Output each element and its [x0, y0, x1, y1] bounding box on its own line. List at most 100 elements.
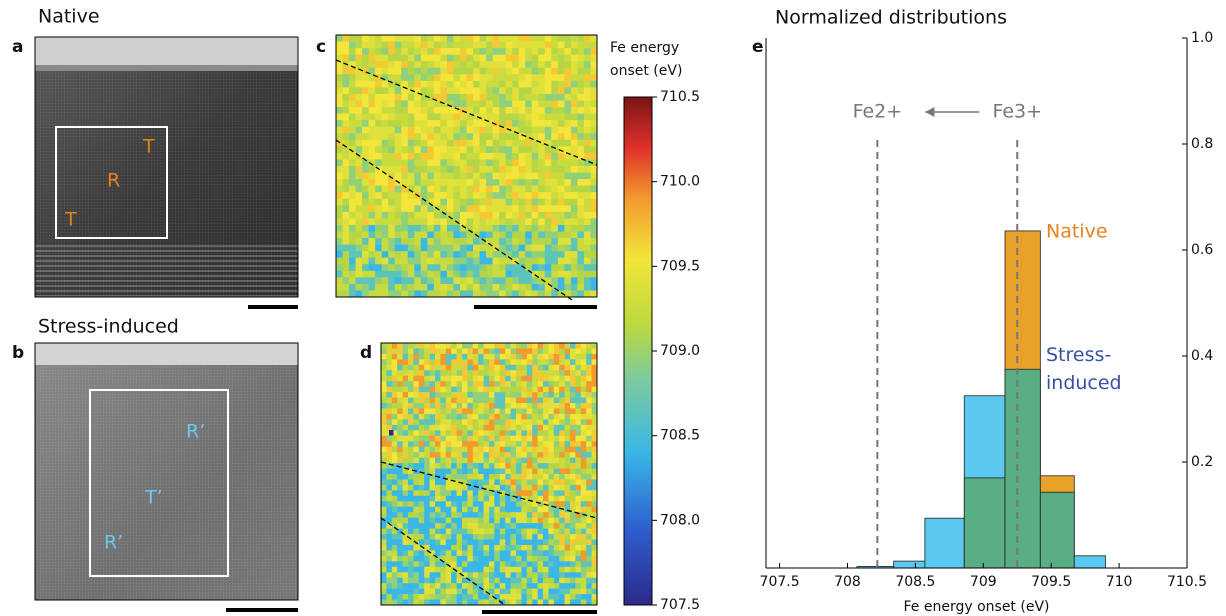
map-cell — [483, 572, 490, 579]
x-tick-label: 708 — [834, 574, 861, 590]
map-cell — [466, 54, 474, 62]
map-cell — [538, 251, 546, 258]
map-cell — [510, 392, 517, 398]
map-cell — [424, 441, 430, 448]
map-cell — [418, 413, 425, 420]
map-cell — [456, 353, 463, 360]
map-cell — [564, 506, 571, 513]
map-cell — [521, 479, 528, 486]
map-cell — [543, 517, 549, 524]
map-cell — [342, 277, 350, 285]
map-cell — [433, 93, 441, 101]
map-cell — [543, 381, 549, 387]
map-cell — [551, 74, 559, 82]
map-cell — [413, 506, 420, 513]
map-cell — [521, 506, 528, 513]
map-cell — [446, 166, 454, 173]
map-cell — [435, 457, 441, 464]
map-cell — [532, 413, 538, 420]
map-cell — [479, 257, 487, 265]
map-cell — [525, 120, 533, 127]
map-cell — [445, 403, 452, 409]
map-cell — [381, 463, 387, 469]
map-cell — [543, 457, 549, 464]
map-cell — [462, 386, 468, 393]
map-cell — [388, 270, 396, 278]
map-cell — [420, 126, 428, 134]
map-cell — [435, 386, 441, 393]
map-cell — [512, 133, 519, 141]
map-cell — [557, 93, 565, 101]
map-cell — [473, 87, 480, 95]
map-cell — [402, 577, 409, 584]
map-cell — [420, 120, 428, 127]
map-cell — [510, 501, 517, 508]
map-cell — [451, 413, 457, 420]
map-cell — [531, 159, 539, 167]
map-cell — [505, 146, 513, 154]
map-cell — [446, 41, 454, 49]
map-cell — [512, 185, 519, 193]
map-cell — [429, 424, 436, 431]
map-cell — [451, 523, 457, 529]
map-cell — [418, 348, 425, 355]
map-cell — [418, 424, 425, 431]
map-cell — [494, 381, 501, 387]
map-cell — [479, 198, 487, 206]
map-cell — [521, 375, 528, 382]
map-cell — [427, 120, 435, 127]
map-cell — [570, 490, 576, 497]
map-cell — [489, 457, 495, 464]
map-cell — [342, 100, 350, 108]
map-cell — [505, 179, 513, 186]
map-cell — [446, 133, 454, 141]
map-cell — [368, 139, 376, 147]
map-cell — [368, 107, 376, 114]
map-cell — [492, 35, 500, 42]
map-cell — [478, 484, 484, 491]
map-cell — [575, 512, 582, 518]
map-cell — [505, 392, 511, 398]
map-cell — [401, 133, 409, 141]
map-cell — [388, 159, 396, 167]
map-cell — [342, 139, 350, 147]
map-cell — [537, 501, 544, 508]
map-cell — [445, 397, 452, 404]
map-cell — [456, 446, 463, 453]
map-cell — [553, 555, 560, 562]
map-cell — [553, 539, 560, 546]
map-cell — [570, 48, 578, 55]
map-cell — [381, 555, 387, 562]
map-cell — [362, 100, 369, 108]
map-cell — [483, 583, 490, 589]
map-cell — [483, 577, 490, 584]
map-cell — [570, 120, 578, 127]
map-cell — [473, 61, 480, 69]
map-cell — [368, 185, 376, 193]
map-cell — [451, 463, 457, 469]
map-cell — [559, 550, 565, 557]
map-cell — [544, 231, 552, 239]
map-cell — [391, 495, 398, 502]
map-cell — [591, 370, 598, 377]
map-cell — [459, 257, 467, 265]
map-cell — [516, 381, 522, 387]
map-cell — [424, 501, 430, 508]
map-cell — [462, 463, 468, 469]
map-cell — [375, 264, 382, 272]
map-cell — [433, 139, 441, 147]
map-cell — [472, 594, 479, 600]
map-cell — [391, 550, 398, 557]
map-cell — [414, 48, 422, 55]
map-cell — [459, 198, 467, 206]
map-cell — [494, 386, 501, 393]
map-cell — [388, 231, 396, 239]
map-cell — [548, 419, 555, 426]
map-cell — [368, 179, 376, 186]
map-cell — [451, 599, 457, 606]
map-cell — [532, 523, 538, 529]
map-cell — [551, 218, 559, 226]
map-cell — [583, 224, 591, 232]
map-cell — [580, 517, 587, 524]
map-cell — [489, 479, 495, 486]
